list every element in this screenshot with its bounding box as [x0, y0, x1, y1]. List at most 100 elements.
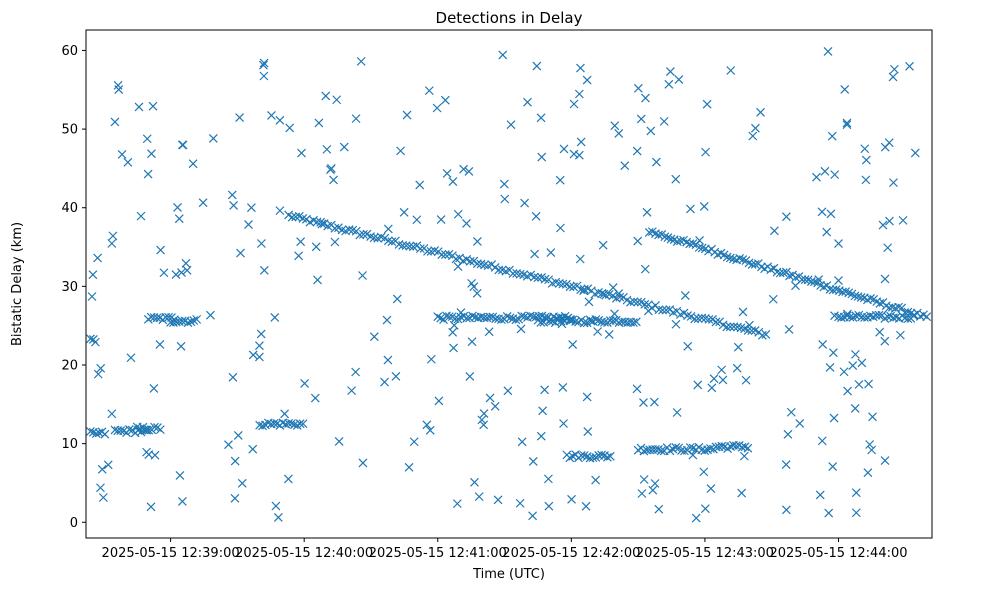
data-point — [546, 248, 556, 257]
data-point — [467, 278, 477, 288]
data-point — [581, 501, 591, 511]
data-point — [189, 316, 199, 325]
data-point — [533, 273, 543, 283]
data-point — [836, 313, 846, 323]
data-point — [453, 262, 463, 271]
data-point — [271, 501, 281, 511]
data-point — [633, 236, 643, 246]
data-point — [86, 334, 95, 344]
data-point — [502, 311, 512, 321]
data-point — [582, 75, 592, 85]
data-point — [851, 508, 861, 518]
data-point — [177, 316, 187, 326]
data-point — [401, 241, 411, 251]
data-point — [176, 341, 186, 351]
data-point — [235, 113, 245, 123]
data-point — [464, 167, 474, 176]
data-point — [382, 315, 392, 325]
data-point — [155, 339, 165, 349]
data-point — [347, 386, 357, 396]
data-point — [94, 428, 104, 438]
data-point — [658, 305, 668, 315]
data-point — [599, 289, 609, 299]
data-point — [889, 64, 899, 74]
data-point — [834, 276, 843, 285]
data-point — [733, 342, 743, 352]
data-point — [839, 367, 849, 377]
data-point — [116, 426, 126, 436]
data-point — [512, 268, 521, 278]
data-point — [280, 409, 290, 419]
data-point — [275, 115, 285, 125]
data-point — [840, 85, 850, 94]
data-point — [558, 382, 568, 392]
y-axis-ticks: 0 10 20 30 40 50 60 — [61, 44, 86, 531]
data-point — [897, 303, 907, 313]
data-point — [506, 120, 516, 130]
data-point — [246, 203, 256, 213]
data-point — [470, 477, 479, 487]
data-point — [576, 63, 585, 73]
data-point — [842, 120, 852, 130]
data-point — [149, 384, 159, 393]
data-point — [291, 212, 301, 222]
data-point — [610, 121, 620, 131]
data-point — [701, 147, 711, 157]
data-point — [255, 341, 264, 351]
data-point — [706, 444, 715, 454]
data-point — [680, 446, 689, 456]
data-point — [786, 407, 796, 417]
data-point — [651, 157, 661, 167]
data-point — [841, 287, 851, 296]
data-point — [529, 272, 539, 282]
data-point — [848, 361, 858, 370]
data-point — [477, 415, 487, 425]
data-point — [825, 363, 835, 372]
data-point — [479, 409, 489, 418]
data-point — [922, 312, 932, 322]
data-point — [444, 312, 454, 322]
x-axis-title: Time (UTC) — [472, 567, 545, 582]
data-point — [598, 240, 608, 250]
data-point — [556, 316, 566, 326]
data-point — [442, 169, 452, 178]
data-point — [842, 311, 852, 321]
data-point — [642, 207, 652, 217]
data-point — [575, 254, 585, 264]
data-point — [604, 329, 614, 339]
data-point — [351, 114, 361, 124]
y-tick-label: 30 — [61, 280, 78, 295]
data-point — [117, 150, 127, 159]
data-point — [472, 288, 482, 298]
data-point — [830, 311, 839, 321]
data-point — [472, 259, 482, 269]
data-point — [722, 252, 732, 262]
data-point — [485, 393, 495, 403]
data-point — [637, 489, 647, 498]
data-point — [688, 450, 698, 460]
data-point — [868, 412, 877, 422]
data-point — [643, 306, 653, 316]
data-point — [791, 281, 800, 291]
data-point — [248, 350, 258, 360]
data-point — [738, 307, 748, 317]
data-point — [300, 378, 310, 388]
data-point — [433, 312, 443, 322]
data-point — [608, 316, 618, 326]
data-point — [358, 458, 368, 468]
data-point — [177, 268, 186, 278]
data-point — [558, 279, 568, 289]
data-point — [602, 452, 612, 462]
data-point — [834, 239, 843, 249]
data-point — [469, 256, 479, 266]
data-point — [259, 60, 268, 70]
data-point — [449, 320, 459, 330]
data-point — [436, 215, 446, 225]
data-point — [415, 244, 425, 254]
data-point — [731, 441, 741, 451]
data-point — [86, 427, 95, 436]
data-point — [671, 319, 681, 329]
data-point — [579, 286, 589, 296]
data-point — [693, 314, 703, 324]
data-point — [555, 175, 565, 185]
